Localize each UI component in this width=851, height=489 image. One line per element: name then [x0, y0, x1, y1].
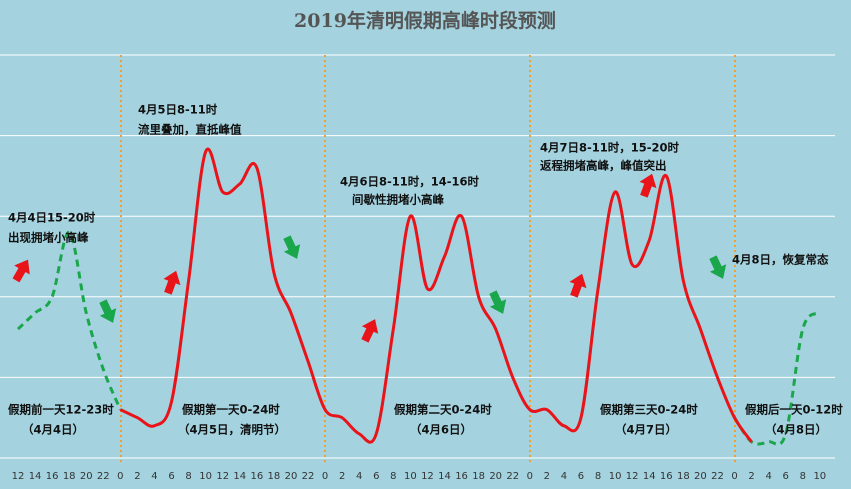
- x-tick-label: 2: [134, 471, 140, 482]
- x-tick-label: 16: [455, 471, 468, 482]
- x-tick-label: 2: [339, 471, 345, 482]
- x-tick-label: 22: [711, 471, 724, 482]
- annotation: 4月7日8-11时，15-20时: [540, 141, 680, 155]
- x-tick-label: 20: [80, 471, 93, 482]
- x-tick-label: 22: [302, 471, 315, 482]
- x-tick-label: 14: [29, 471, 42, 482]
- annotation: 4月5日8-11时: [138, 103, 218, 117]
- x-tick-label: 18: [268, 471, 281, 482]
- x-tick-label: 8: [185, 471, 191, 482]
- annotation: 4月6日8-11时，14-16时: [340, 175, 480, 189]
- x-tick-label: 4: [561, 471, 567, 482]
- annotation: （4月7日）: [615, 423, 677, 437]
- x-tick-label: 6: [168, 471, 174, 482]
- x-tick-label: 6: [373, 471, 379, 482]
- annotation: 返程拥堵高峰，峰值突出: [540, 159, 667, 173]
- up-arrow: [569, 273, 587, 298]
- x-tick-label: 12: [626, 471, 639, 482]
- x-tick-label: 20: [489, 471, 502, 482]
- annotation: 假期第一天0-24时: [182, 403, 280, 417]
- arrows: [12, 173, 727, 343]
- up-arrow: [163, 270, 181, 295]
- x-tick-label: 8: [390, 471, 396, 482]
- annotation: （4月4日）: [22, 423, 84, 437]
- up-arrow: [639, 173, 657, 198]
- up-arrow: [12, 259, 30, 283]
- down-arrow: [99, 299, 117, 323]
- x-tick-label: 0: [322, 471, 328, 482]
- annotation: 假期第二天0-24时: [394, 403, 492, 417]
- annotation: 流里叠加，直抵峰值: [138, 123, 242, 137]
- x-tick-label: 2: [748, 471, 754, 482]
- x-tick-label: 8: [595, 471, 601, 482]
- x-tick-label: 0: [117, 471, 123, 482]
- x-tick-label: 22: [506, 471, 519, 482]
- x-tick-label: 18: [472, 471, 485, 482]
- annotation: 4月8日，恢复常态: [732, 253, 829, 267]
- x-tick-label: 8: [800, 471, 806, 482]
- x-tick-label: 18: [677, 471, 690, 482]
- x-tick-label: 4: [765, 471, 771, 482]
- x-tick-label: 6: [578, 471, 584, 482]
- x-tick-label: 14: [643, 471, 656, 482]
- x-tick-label: 20: [285, 471, 298, 482]
- down-arrow: [489, 290, 507, 314]
- x-tick-label: 10: [609, 471, 622, 482]
- x-tick-label: 0: [527, 471, 533, 482]
- x-tick-label: 16: [46, 471, 59, 482]
- x-tick-label: 0: [731, 471, 737, 482]
- x-tick-label: 18: [63, 471, 76, 482]
- chart-title: 2019年清明假期高峰时段预测: [294, 9, 556, 32]
- x-tick-label: 16: [660, 471, 673, 482]
- x-tick-label: 22: [97, 471, 110, 482]
- x-tick-label: 12: [421, 471, 434, 482]
- annotation: 假期前一天12-23时: [8, 403, 114, 417]
- x-tick-label: 10: [813, 471, 826, 482]
- x-tick-label: 12: [216, 471, 229, 482]
- x-tick-label: 10: [404, 471, 417, 482]
- annotation: （4月5日，清明节）: [178, 423, 286, 437]
- x-tick-label: 14: [233, 471, 246, 482]
- x-tick-label: 14: [438, 471, 451, 482]
- x-tick-label: 6: [783, 471, 789, 482]
- line-series: [119, 147, 753, 444]
- x-tick-label: 10: [199, 471, 212, 482]
- x-tick-label: 20: [694, 471, 707, 482]
- annotation: 4月4日15-20时: [8, 211, 96, 225]
- annotation: 间歇性拥堵小高峰: [352, 193, 444, 207]
- down-arrow: [709, 255, 727, 279]
- x-tick-label: 4: [356, 471, 362, 482]
- annotation: 出现拥堵小高峰: [8, 231, 89, 245]
- down-arrow: [283, 235, 301, 259]
- x-tick-label: 2: [544, 471, 550, 482]
- x-tick-label: 16: [250, 471, 263, 482]
- annotation: 假期后一天0-12时: [745, 403, 843, 417]
- annotation: （4月6日）: [410, 423, 472, 437]
- x-tick-label: 12: [12, 471, 25, 482]
- up-arrow: [361, 319, 379, 343]
- x-tick-label: 4: [151, 471, 157, 482]
- annotation: （4月8日）: [765, 423, 827, 437]
- annotation: 假期第三天0-24时: [600, 403, 698, 417]
